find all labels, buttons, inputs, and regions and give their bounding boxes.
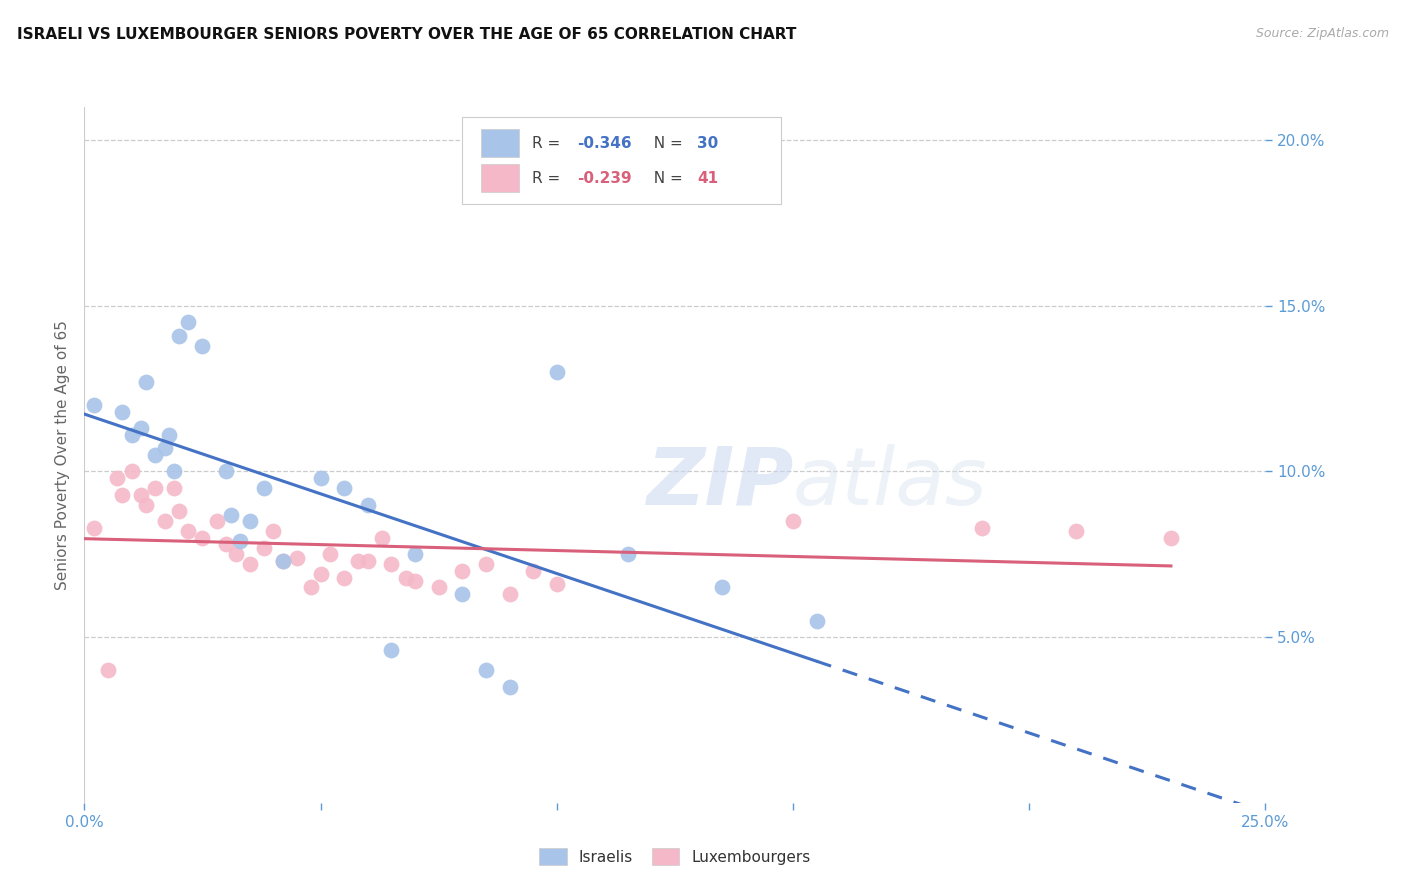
Text: -0.346: -0.346	[576, 136, 631, 151]
Point	[546, 365, 568, 379]
Text: atlas: atlas	[793, 443, 988, 522]
Point	[404, 547, 426, 561]
Point	[167, 328, 190, 343]
Point	[380, 558, 402, 572]
Point	[167, 504, 190, 518]
Point	[191, 338, 214, 352]
Point	[394, 570, 416, 584]
Point	[546, 577, 568, 591]
Point	[1160, 531, 1182, 545]
Point	[806, 614, 828, 628]
Text: Source: ZipAtlas.com: Source: ZipAtlas.com	[1256, 27, 1389, 40]
Point	[83, 521, 105, 535]
Point	[253, 541, 276, 555]
Point	[451, 587, 474, 601]
Point	[380, 643, 402, 657]
Point	[475, 558, 498, 572]
Point	[333, 570, 356, 584]
Point	[319, 547, 342, 561]
Point	[404, 574, 426, 588]
Point	[135, 375, 157, 389]
FancyBboxPatch shape	[463, 118, 782, 204]
Point	[498, 587, 520, 601]
Point	[333, 481, 356, 495]
Point	[271, 554, 294, 568]
Text: N =: N =	[644, 170, 688, 186]
Point	[475, 663, 498, 677]
Point	[107, 471, 129, 485]
Point	[285, 550, 308, 565]
Point	[616, 547, 638, 561]
Point	[153, 442, 176, 456]
FancyBboxPatch shape	[481, 164, 519, 192]
Point	[498, 680, 520, 694]
Point	[970, 521, 993, 535]
Point	[271, 554, 294, 568]
Text: R =: R =	[531, 136, 565, 151]
Text: R =: R =	[531, 170, 565, 186]
Point	[522, 564, 544, 578]
Point	[347, 554, 370, 568]
Point	[143, 481, 166, 495]
Point	[239, 558, 262, 572]
Point	[253, 481, 276, 495]
Point	[451, 564, 474, 578]
Text: 41: 41	[697, 170, 718, 186]
Point	[121, 465, 143, 479]
Point	[83, 398, 105, 412]
Point	[177, 524, 200, 538]
Point	[711, 581, 734, 595]
Text: 30: 30	[697, 136, 718, 151]
Point	[229, 534, 252, 549]
Point	[225, 547, 247, 561]
Point	[357, 498, 380, 512]
Legend: Israelis, Luxembourgers: Israelis, Luxembourgers	[540, 848, 810, 864]
Point	[215, 465, 238, 479]
Point	[121, 428, 143, 442]
Point	[177, 315, 200, 329]
Text: -0.239: -0.239	[576, 170, 631, 186]
Point	[129, 488, 152, 502]
Text: ISRAELI VS LUXEMBOURGER SENIORS POVERTY OVER THE AGE OF 65 CORRELATION CHART: ISRAELI VS LUXEMBOURGER SENIORS POVERTY …	[17, 27, 796, 42]
Point	[239, 514, 262, 528]
Point	[371, 531, 394, 545]
Point	[191, 531, 214, 545]
Text: ZIP: ZIP	[645, 443, 793, 522]
Point	[163, 481, 186, 495]
Point	[262, 524, 284, 538]
Point	[97, 663, 120, 677]
Text: N =: N =	[644, 136, 688, 151]
Y-axis label: Seniors Poverty Over the Age of 65: Seniors Poverty Over the Age of 65	[55, 320, 70, 590]
Point	[135, 498, 157, 512]
Point	[111, 405, 134, 419]
Point	[309, 567, 332, 582]
Point	[163, 465, 186, 479]
Point	[357, 554, 380, 568]
Point	[309, 471, 332, 485]
Point	[205, 514, 228, 528]
Point	[143, 448, 166, 462]
Point	[153, 514, 176, 528]
Point	[299, 581, 322, 595]
Point	[1066, 524, 1088, 538]
FancyBboxPatch shape	[481, 129, 519, 157]
Point	[129, 421, 152, 435]
Point	[782, 514, 804, 528]
Point	[427, 581, 450, 595]
Point	[157, 428, 180, 442]
Point	[219, 508, 242, 522]
Point	[111, 488, 134, 502]
Point	[215, 537, 238, 551]
